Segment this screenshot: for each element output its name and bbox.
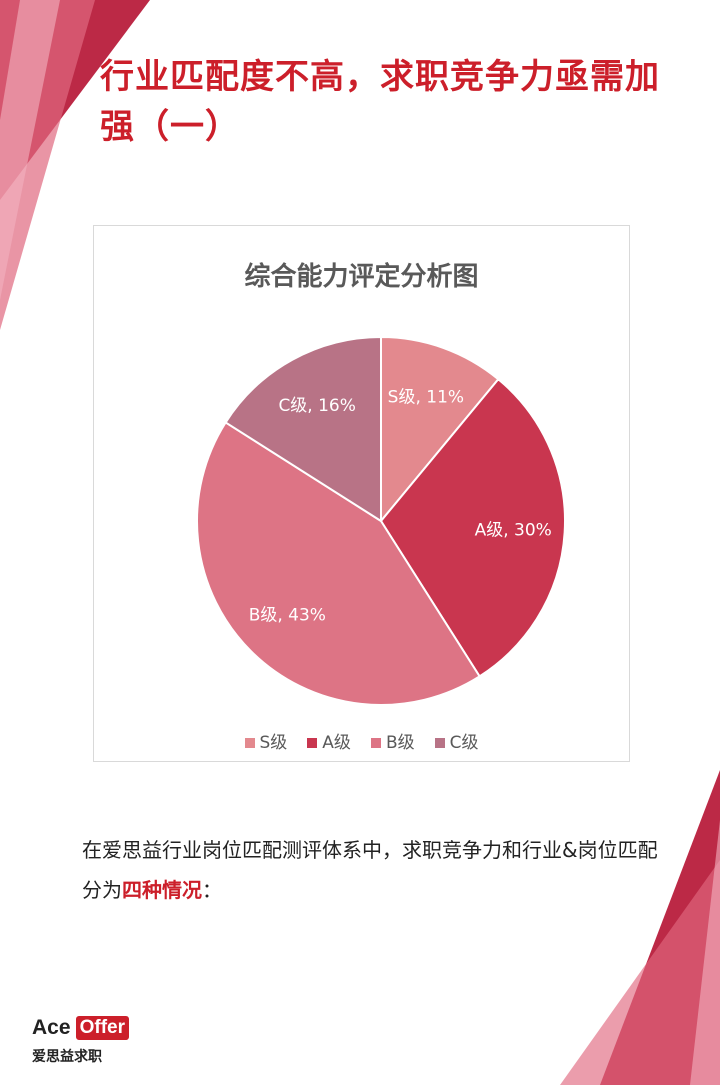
legend-label-2: B级 [385, 733, 415, 753]
legend-swatch-0 [244, 738, 255, 748]
pie-chart: 综合能力评定分析图 S级, 11% A级, 30% B级, 43% C级, 16% S… [93, 225, 630, 762]
brand-logo: Ace Offer 爱思益求职 [32, 1016, 130, 1066]
legend-item-0: S级 [244, 728, 288, 753]
pie-data-label-3: C级, 16% [278, 396, 355, 416]
legend-swatch-1 [307, 738, 318, 748]
pie-data-label-2: B级, 43% [249, 606, 326, 626]
chart-legend: S级 A级 B级 C级 [94, 728, 629, 753]
legend-label-3: C级 [449, 733, 479, 753]
legend-item-1: A级 [307, 728, 351, 753]
pie-data-label-1: A级, 30% [475, 520, 552, 540]
pie-data-label-0: S级, 11% [388, 387, 464, 407]
description-part2: ： [202, 878, 222, 902]
chart-title: 综合能力评定分析图 [244, 262, 479, 292]
logo-ace-text: Ace [32, 1016, 71, 1039]
pie-slice-1 [379, 377, 566, 678]
pie-slice-3 [224, 335, 382, 523]
legend-item-2: B级 [370, 728, 415, 753]
legend-item-3: C级 [434, 728, 479, 753]
logo-offer-badge: Offer [75, 1016, 130, 1040]
logo-subtitle: 爱思益求职 [32, 1049, 102, 1065]
legend-swatch-2 [370, 738, 381, 748]
description-part1: 在爱思益行业岗位匹配测评体系中，求职竞争力和行业&岗位匹配分为 [82, 838, 658, 902]
pie-slice-0 [380, 335, 500, 524]
page-title: 行业匹配度不高，求职竞争力亟需加强（一） [100, 57, 660, 147]
pie-slice-2 [196, 421, 481, 706]
legend-swatch-3 [434, 738, 445, 748]
legend-label-1: A级 [322, 733, 351, 753]
description-text: 在爱思益行业岗位匹配测评体系中，求职竞争力和行业&岗位匹配分为四种情况： [82, 830, 662, 910]
pie-svg: S级, 11% A级, 30% B级, 43% C级, 16% [196, 335, 566, 706]
description-highlight: 四种情况 [122, 878, 202, 902]
legend-label-0: S级 [259, 733, 288, 753]
